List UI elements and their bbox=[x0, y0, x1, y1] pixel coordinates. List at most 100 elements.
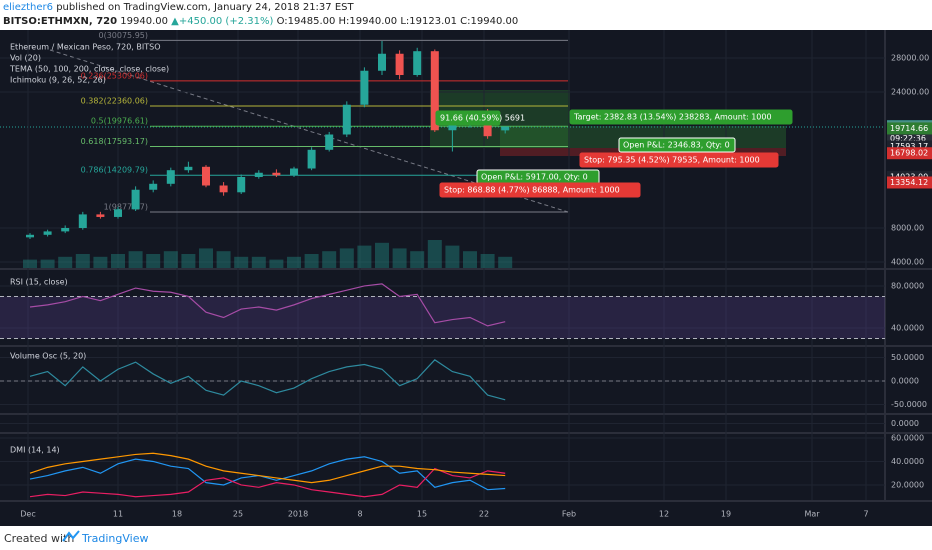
fib-label: 0.5(19976.61) bbox=[91, 117, 148, 126]
candle-body bbox=[202, 166, 210, 186]
brand[interactable]: TradingView bbox=[82, 532, 149, 545]
price-badge-label: 13354.12 bbox=[890, 178, 928, 187]
legend-item: Ethereum / Mexican Peso, 720, BITSO bbox=[10, 43, 161, 52]
order-box bbox=[435, 110, 501, 126]
volume-bar bbox=[392, 248, 407, 268]
volume-bar bbox=[375, 242, 389, 268]
volume-bar bbox=[322, 251, 337, 268]
candle-body bbox=[483, 115, 492, 137]
y-tick-label: 20.0000 bbox=[891, 480, 924, 489]
candle-body bbox=[395, 53, 404, 75]
volume-bar bbox=[181, 254, 196, 268]
y-tick-label: 24000.00 bbox=[891, 87, 929, 96]
price-badge-label: 09:22:36 bbox=[890, 134, 926, 143]
volume-bar bbox=[111, 254, 125, 268]
fib-label: 0(30075.95) bbox=[98, 31, 148, 40]
header: eliezther6 published on TradingView.com,… bbox=[0, 0, 932, 30]
volume-bar bbox=[287, 256, 301, 268]
x-tick-label: Mar bbox=[804, 510, 820, 519]
candle-body bbox=[131, 189, 140, 210]
fib-label: 0.786(14209.79) bbox=[81, 166, 148, 175]
x-tick-label: 18 bbox=[172, 510, 182, 519]
candle-body bbox=[78, 214, 87, 228]
y-tick-label: -50.0000 bbox=[891, 400, 927, 409]
order-label: Open P&L: 5917.00, Qty: 0 bbox=[481, 173, 588, 182]
ohlc-close: C:19940.00 bbox=[460, 16, 519, 27]
order-box bbox=[618, 137, 736, 153]
volume-bar bbox=[357, 245, 372, 268]
x-tick-label: 8 bbox=[357, 510, 362, 519]
x-tick-label: 25 bbox=[233, 510, 243, 519]
volume-bar bbox=[40, 259, 55, 268]
x-tick-label: Dec bbox=[20, 510, 35, 519]
candle-body bbox=[342, 104, 351, 135]
x-tick-label: 2018 bbox=[288, 510, 308, 519]
volume-bar bbox=[23, 259, 37, 268]
candle-body bbox=[114, 209, 122, 217]
quote-line: BITSO:ETHMXN, 720 19940.00 ▲+450.00 (+2.… bbox=[3, 16, 518, 27]
y-tick-label: 40.0000 bbox=[891, 323, 924, 332]
volume-bar bbox=[463, 251, 477, 268]
fib-label: 1(9877.27) bbox=[104, 203, 148, 212]
volume-bar bbox=[128, 251, 143, 268]
legend-item: Ichimoku (9, 26, 52, 26) bbox=[10, 76, 106, 85]
logo bbox=[62, 530, 80, 542]
candle-body bbox=[184, 166, 193, 171]
order-box bbox=[439, 182, 641, 198]
ohlc-high: H:19940.00 bbox=[338, 16, 398, 27]
change: +450.00 (+2.31%) bbox=[178, 16, 274, 27]
order-label: Open P&L: 2346.83, Qty: 0 bbox=[623, 141, 730, 150]
volume-bar bbox=[410, 251, 425, 268]
y-tick-label: 8000.00 bbox=[891, 223, 924, 232]
x-tick-label: 12 bbox=[659, 510, 669, 519]
indicator-line bbox=[29, 452, 506, 484]
y-tick-label: 80.0000 bbox=[891, 281, 924, 290]
indicator-line bbox=[29, 456, 506, 491]
author[interactable]: eliezther6 bbox=[3, 2, 53, 13]
price-badge-label: 16798.02 bbox=[890, 149, 928, 158]
x-tick-label: Feb bbox=[562, 510, 576, 519]
symbol: BITSO:ETHMXN, 720 bbox=[3, 16, 118, 27]
candle-body bbox=[413, 51, 422, 75]
panel-title: DMI (14, 14) bbox=[10, 446, 60, 455]
volume-bar bbox=[251, 256, 266, 268]
ohlc-low: L:19123.01 bbox=[400, 16, 457, 27]
ohlc-open: O:19485.00 bbox=[276, 16, 336, 27]
candle-body bbox=[43, 231, 52, 235]
volume-bar bbox=[75, 254, 90, 268]
volume-bar bbox=[304, 254, 319, 268]
volume-bar bbox=[498, 256, 513, 268]
volume-bar bbox=[146, 254, 161, 268]
published: published on TradingView.com, January 24… bbox=[56, 2, 354, 13]
y-tick-label: 50.0000 bbox=[891, 353, 924, 362]
candle-body bbox=[290, 168, 298, 176]
y-tick-label: 60.0000 bbox=[891, 433, 924, 442]
volume-bar bbox=[445, 245, 460, 268]
candle-body bbox=[360, 70, 369, 105]
volume-bar bbox=[339, 248, 354, 268]
publish-line: eliezther6 published on TradingView.com,… bbox=[3, 2, 354, 13]
y-tick-label: 28000.00 bbox=[891, 53, 929, 62]
y-tick-label: 4000.00 bbox=[891, 257, 924, 266]
marks: 28000.0024000.008000.004000.0080.000040.… bbox=[0, 30, 932, 519]
candle-body bbox=[272, 172, 281, 176]
indicator-line bbox=[29, 359, 506, 401]
price-badge-label: 19714.66 bbox=[890, 124, 928, 133]
x-tick-label: 11 bbox=[113, 510, 123, 519]
fib-label: 0.236(25309.06) bbox=[81, 71, 148, 80]
candle-body bbox=[501, 126, 510, 131]
volume-bar bbox=[269, 259, 284, 268]
order-label: 91.66 (40.59%) 5691 bbox=[440, 114, 525, 123]
candle-body bbox=[237, 176, 246, 193]
candle-body bbox=[26, 234, 34, 238]
volume-bar bbox=[163, 251, 178, 268]
y-tick-label: 0.0000 bbox=[891, 376, 919, 385]
x-tick-label: 7 bbox=[863, 510, 868, 519]
volume-bar bbox=[480, 254, 495, 268]
candle-body bbox=[378, 53, 386, 71]
order-label: Target: 2382.83 (13.54%) 238283, Amount:… bbox=[573, 113, 772, 122]
x-tick-label: 15 bbox=[417, 510, 427, 519]
legend-item: TEMA (50, 100, 200, close, close, close) bbox=[9, 65, 169, 74]
volume-bar bbox=[58, 256, 73, 268]
